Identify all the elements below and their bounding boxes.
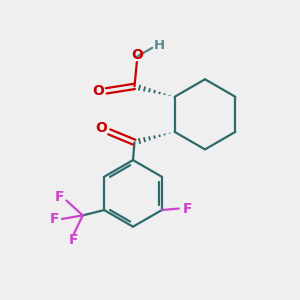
Text: F: F [50,212,59,226]
Text: H: H [153,39,164,52]
Text: O: O [92,84,104,98]
Text: F: F [183,202,192,216]
Text: F: F [55,190,64,204]
Text: F: F [68,233,78,248]
Text: O: O [95,121,107,135]
Text: O: O [131,48,143,62]
